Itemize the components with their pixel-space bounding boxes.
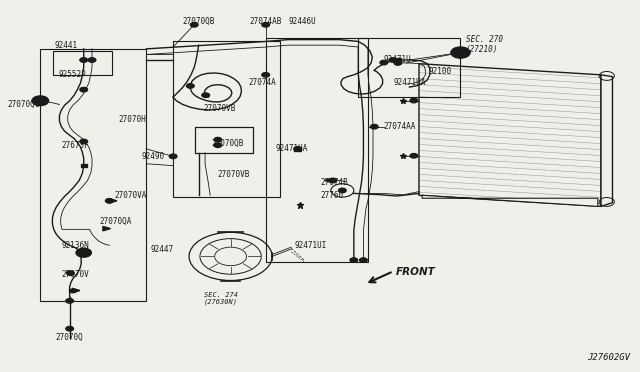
Circle shape <box>66 327 74 331</box>
Bar <box>53 51 113 75</box>
Circle shape <box>380 60 388 65</box>
Text: 27074AB: 27074AB <box>250 17 282 26</box>
Circle shape <box>106 199 113 203</box>
Polygon shape <box>422 195 598 206</box>
Text: 92136N: 92136N <box>61 241 89 250</box>
Circle shape <box>410 154 418 158</box>
Circle shape <box>394 61 402 65</box>
Polygon shape <box>103 227 111 231</box>
Bar <box>358 38 461 97</box>
Polygon shape <box>72 288 80 293</box>
Circle shape <box>66 299 74 303</box>
Circle shape <box>329 178 337 183</box>
Polygon shape <box>109 199 117 203</box>
Circle shape <box>294 147 301 151</box>
Text: 27070QB: 27070QB <box>211 139 244 148</box>
Text: 92471U: 92471U <box>384 55 412 64</box>
Circle shape <box>339 188 346 193</box>
Text: 92441: 92441 <box>55 41 78 50</box>
Bar <box>195 127 253 153</box>
Text: J27602GV: J27602GV <box>587 353 630 362</box>
Text: 27070H: 27070H <box>119 115 147 124</box>
Circle shape <box>80 87 88 92</box>
Text: FRONT: FRONT <box>396 267 435 277</box>
Circle shape <box>214 137 221 142</box>
Text: 92100: 92100 <box>429 67 452 76</box>
Text: 27074B: 27074B <box>320 178 348 187</box>
Circle shape <box>32 96 49 106</box>
Text: 92447: 92447 <box>151 244 174 253</box>
Circle shape <box>190 23 198 27</box>
Polygon shape <box>324 179 330 182</box>
Circle shape <box>80 250 88 255</box>
Text: 92471UA: 92471UA <box>394 78 426 87</box>
Circle shape <box>451 47 470 58</box>
Text: 27760: 27760 <box>320 191 343 200</box>
Circle shape <box>214 143 221 147</box>
Text: 92471UA: 92471UA <box>275 144 308 153</box>
Text: 92446U: 92446U <box>288 17 316 26</box>
Circle shape <box>262 73 269 77</box>
Text: 27070VA: 27070VA <box>115 191 147 200</box>
Text: 27074AA: 27074AA <box>384 122 416 131</box>
Text: 27070QB: 27070QB <box>182 17 215 26</box>
Circle shape <box>80 139 88 144</box>
Bar <box>81 164 87 167</box>
Text: 27074A: 27074A <box>248 78 276 87</box>
Text: SEC. 270
(27210): SEC. 270 (27210) <box>466 35 502 54</box>
Bar <box>294 147 301 151</box>
Circle shape <box>67 271 74 275</box>
Text: 27070VB: 27070VB <box>218 170 250 179</box>
Text: 27070QA: 27070QA <box>100 217 132 226</box>
Text: 92490: 92490 <box>141 152 164 161</box>
Text: 27673F: 27673F <box>61 141 89 150</box>
Text: 92552P: 92552P <box>58 70 86 79</box>
Circle shape <box>202 93 209 97</box>
Bar <box>195 127 253 153</box>
Text: 27070VB: 27070VB <box>204 104 236 113</box>
Text: 27070QC: 27070QC <box>7 100 40 109</box>
Bar <box>266 38 368 262</box>
Circle shape <box>371 125 378 129</box>
Bar <box>69 289 76 292</box>
Text: 27070Q: 27070Q <box>55 333 83 343</box>
Circle shape <box>80 58 88 62</box>
Circle shape <box>360 258 367 262</box>
Circle shape <box>186 84 194 88</box>
Text: 92471UI: 92471UI <box>294 241 327 250</box>
Text: SEC. 274
(27630N): SEC. 274 (27630N) <box>204 292 238 305</box>
Circle shape <box>262 23 269 27</box>
Bar <box>173 41 280 197</box>
Bar <box>395 58 401 62</box>
Circle shape <box>350 258 358 262</box>
Circle shape <box>410 98 418 103</box>
Text: 27070V: 27070V <box>61 270 89 279</box>
Bar <box>40 49 147 301</box>
Circle shape <box>76 248 92 257</box>
Polygon shape <box>601 75 612 206</box>
Circle shape <box>389 58 397 62</box>
Circle shape <box>170 154 177 158</box>
Circle shape <box>88 58 96 62</box>
